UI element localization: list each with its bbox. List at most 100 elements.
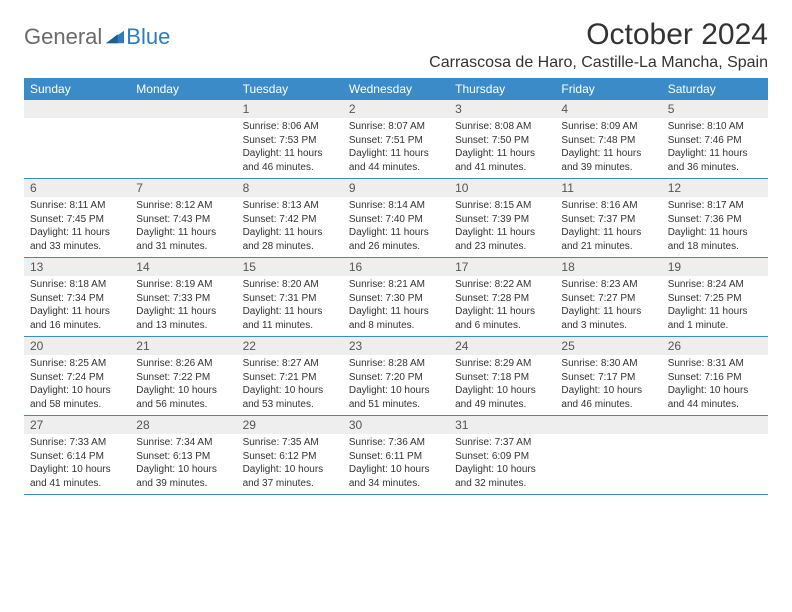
sunrise-text: Sunrise: 8:15 AM (455, 199, 549, 213)
sunrise-text: Sunrise: 8:27 AM (243, 357, 337, 371)
sunset-text: Sunset: 7:43 PM (136, 213, 230, 227)
sunset-text: Sunset: 7:18 PM (455, 371, 549, 385)
sunset-text: Sunset: 7:17 PM (561, 371, 655, 385)
day-body: Sunrise: 7:35 AMSunset: 6:12 PMDaylight:… (237, 434, 343, 494)
day-number: 21 (130, 337, 236, 355)
location-subtitle: Carrascosa de Haro, Castille-La Mancha, … (429, 54, 768, 72)
sunset-text: Sunset: 7:24 PM (30, 371, 124, 385)
day-number: 26 (662, 337, 768, 355)
day-cell: 17Sunrise: 8:22 AMSunset: 7:28 PMDayligh… (449, 258, 555, 336)
day-number: 15 (237, 258, 343, 276)
sunrise-text: Sunrise: 8:18 AM (30, 278, 124, 292)
day-cell: 29Sunrise: 7:35 AMSunset: 6:12 PMDayligh… (237, 416, 343, 494)
sunset-text: Sunset: 7:34 PM (30, 292, 124, 306)
day-cell: 13Sunrise: 8:18 AMSunset: 7:34 PMDayligh… (24, 258, 130, 336)
day-number: 8 (237, 179, 343, 197)
day-body: Sunrise: 8:30 AMSunset: 7:17 PMDaylight:… (555, 355, 661, 415)
sunset-text: Sunset: 7:27 PM (561, 292, 655, 306)
daylight-text: Daylight: 10 hours and 56 minutes. (136, 384, 230, 411)
sunrise-text: Sunrise: 8:20 AM (243, 278, 337, 292)
day-body: Sunrise: 8:10 AMSunset: 7:46 PMDaylight:… (662, 118, 768, 178)
daylight-text: Daylight: 11 hours and 39 minutes. (561, 147, 655, 174)
sunrise-text: Sunrise: 7:35 AM (243, 436, 337, 450)
day-number: 22 (237, 337, 343, 355)
logo-text-general: General (24, 24, 102, 50)
weekday-header: Monday (130, 78, 236, 100)
sunset-text: Sunset: 7:37 PM (561, 213, 655, 227)
sunrise-text: Sunrise: 8:19 AM (136, 278, 230, 292)
weekday-header: Friday (555, 78, 661, 100)
day-cell: 5Sunrise: 8:10 AMSunset: 7:46 PMDaylight… (662, 100, 768, 178)
day-number: 1 (237, 100, 343, 118)
day-cell: 11Sunrise: 8:16 AMSunset: 7:37 PMDayligh… (555, 179, 661, 257)
sunset-text: Sunset: 7:16 PM (668, 371, 762, 385)
day-cell: 22Sunrise: 8:27 AMSunset: 7:21 PMDayligh… (237, 337, 343, 415)
sunrise-text: Sunrise: 8:23 AM (561, 278, 655, 292)
day-cell: 19Sunrise: 8:24 AMSunset: 7:25 PMDayligh… (662, 258, 768, 336)
day-body: Sunrise: 8:21 AMSunset: 7:30 PMDaylight:… (343, 276, 449, 336)
daylight-text: Daylight: 11 hours and 23 minutes. (455, 226, 549, 253)
day-body: Sunrise: 8:27 AMSunset: 7:21 PMDaylight:… (237, 355, 343, 415)
day-cell: 23Sunrise: 8:28 AMSunset: 7:20 PMDayligh… (343, 337, 449, 415)
daylight-text: Daylight: 11 hours and 46 minutes. (243, 147, 337, 174)
sunrise-text: Sunrise: 8:10 AM (668, 120, 762, 134)
day-body: Sunrise: 8:07 AMSunset: 7:51 PMDaylight:… (343, 118, 449, 178)
day-cell: 27Sunrise: 7:33 AMSunset: 6:14 PMDayligh… (24, 416, 130, 494)
sunset-text: Sunset: 6:12 PM (243, 450, 337, 464)
daylight-text: Daylight: 10 hours and 46 minutes. (561, 384, 655, 411)
sunrise-text: Sunrise: 7:34 AM (136, 436, 230, 450)
week-row: 27Sunrise: 7:33 AMSunset: 6:14 PMDayligh… (24, 416, 768, 495)
daylight-text: Daylight: 10 hours and 58 minutes. (30, 384, 124, 411)
daylight-text: Daylight: 10 hours and 32 minutes. (455, 463, 549, 490)
daylight-text: Daylight: 11 hours and 1 minute. (668, 305, 762, 332)
sunrise-text: Sunrise: 8:12 AM (136, 199, 230, 213)
day-number: 6 (24, 179, 130, 197)
day-cell: 31Sunrise: 7:37 AMSunset: 6:09 PMDayligh… (449, 416, 555, 494)
sunset-text: Sunset: 7:30 PM (349, 292, 443, 306)
day-body: Sunrise: 8:28 AMSunset: 7:20 PMDaylight:… (343, 355, 449, 415)
weekday-header: Sunday (24, 78, 130, 100)
daylight-text: Daylight: 11 hours and 21 minutes. (561, 226, 655, 253)
day-body: Sunrise: 7:33 AMSunset: 6:14 PMDaylight:… (24, 434, 130, 494)
day-number: 17 (449, 258, 555, 276)
day-number: 12 (662, 179, 768, 197)
day-cell: 24Sunrise: 8:29 AMSunset: 7:18 PMDayligh… (449, 337, 555, 415)
day-number: 3 (449, 100, 555, 118)
day-body: Sunrise: 8:24 AMSunset: 7:25 PMDaylight:… (662, 276, 768, 336)
sunrise-text: Sunrise: 8:22 AM (455, 278, 549, 292)
day-number: 25 (555, 337, 661, 355)
daylight-text: Daylight: 11 hours and 13 minutes. (136, 305, 230, 332)
day-number: 11 (555, 179, 661, 197)
day-cell: 16Sunrise: 8:21 AMSunset: 7:30 PMDayligh… (343, 258, 449, 336)
day-body: Sunrise: 8:31 AMSunset: 7:16 PMDaylight:… (662, 355, 768, 415)
weekday-header: Saturday (662, 78, 768, 100)
day-number: 2 (343, 100, 449, 118)
day-number (662, 416, 768, 434)
daylight-text: Daylight: 10 hours and 49 minutes. (455, 384, 549, 411)
day-body: Sunrise: 7:37 AMSunset: 6:09 PMDaylight:… (449, 434, 555, 494)
day-cell: 12Sunrise: 8:17 AMSunset: 7:36 PMDayligh… (662, 179, 768, 257)
sunset-text: Sunset: 7:45 PM (30, 213, 124, 227)
day-cell (555, 416, 661, 494)
logo-text-blue: Blue (126, 24, 170, 50)
day-body: Sunrise: 8:29 AMSunset: 7:18 PMDaylight:… (449, 355, 555, 415)
sunset-text: Sunset: 7:22 PM (136, 371, 230, 385)
day-cell: 21Sunrise: 8:26 AMSunset: 7:22 PMDayligh… (130, 337, 236, 415)
day-body: Sunrise: 8:16 AMSunset: 7:37 PMDaylight:… (555, 197, 661, 257)
day-body: Sunrise: 7:36 AMSunset: 6:11 PMDaylight:… (343, 434, 449, 494)
day-cell: 25Sunrise: 8:30 AMSunset: 7:17 PMDayligh… (555, 337, 661, 415)
daylight-text: Daylight: 11 hours and 33 minutes. (30, 226, 124, 253)
daylight-text: Daylight: 10 hours and 39 minutes. (136, 463, 230, 490)
header: General Blue October 2024 Carrascosa de … (24, 18, 768, 72)
daylight-text: Daylight: 10 hours and 53 minutes. (243, 384, 337, 411)
sunrise-text: Sunrise: 8:28 AM (349, 357, 443, 371)
sunset-text: Sunset: 7:40 PM (349, 213, 443, 227)
sunset-text: Sunset: 6:14 PM (30, 450, 124, 464)
day-cell: 7Sunrise: 8:12 AMSunset: 7:43 PMDaylight… (130, 179, 236, 257)
sunrise-text: Sunrise: 7:33 AM (30, 436, 124, 450)
sunset-text: Sunset: 7:48 PM (561, 134, 655, 148)
day-number: 19 (662, 258, 768, 276)
sunrise-text: Sunrise: 8:31 AM (668, 357, 762, 371)
daylight-text: Daylight: 11 hours and 18 minutes. (668, 226, 762, 253)
sunset-text: Sunset: 6:09 PM (455, 450, 549, 464)
